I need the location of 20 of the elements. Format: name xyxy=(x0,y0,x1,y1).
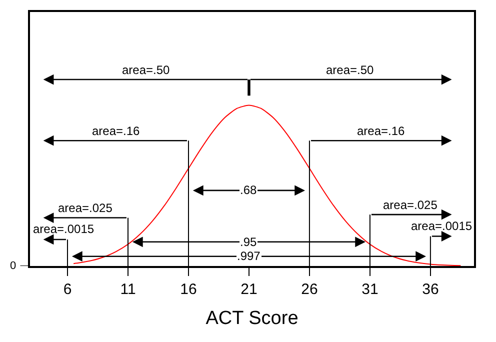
text: 0 xyxy=(10,260,16,272)
annotation: .997 xyxy=(237,249,261,263)
x-tick-label: 21 xyxy=(240,280,258,298)
text: area=.50 xyxy=(326,63,374,77)
annotation: .95 xyxy=(240,235,258,249)
annotation: area=.025 xyxy=(58,201,113,215)
annotation: .68 xyxy=(240,183,258,197)
x-tick-label: 6 xyxy=(63,280,72,298)
x-tick-label: 26 xyxy=(301,280,318,298)
annotation: area=.16 xyxy=(92,124,140,138)
annotation: area=.16 xyxy=(357,124,406,138)
x-tick-label: 31 xyxy=(362,280,378,298)
annotation: area=.0015 xyxy=(33,222,94,236)
x-tick-label: 16 xyxy=(180,280,197,298)
annotation: area=.0015 xyxy=(411,219,472,233)
annotation: area=.025 xyxy=(383,198,438,212)
x-tick-label: 11 xyxy=(120,280,136,298)
text: area=.50 xyxy=(122,63,170,77)
x-tick-label: 36 xyxy=(422,280,439,298)
x-axis-title: ACT Score xyxy=(206,308,298,330)
